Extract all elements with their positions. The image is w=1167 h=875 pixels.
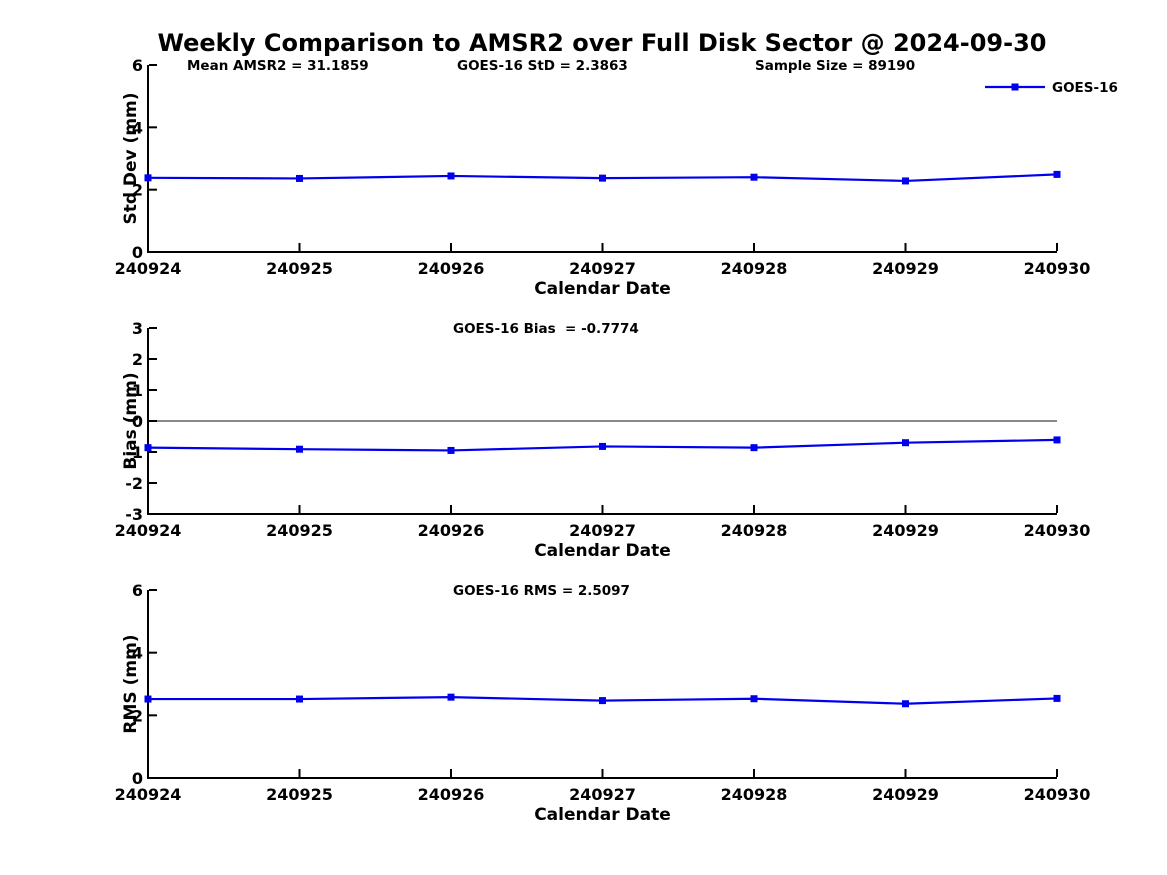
data-point-std-dev (144, 174, 152, 182)
y-tick-label-bias: -3 (125, 505, 143, 524)
x-tick-label-bias: 240928 (721, 521, 788, 540)
y-tick-label-bias: 0 (132, 412, 143, 431)
x-tick-label-std-dev: 240927 (569, 259, 636, 278)
data-point-rms (296, 695, 303, 703)
y-tick-label-bias: -2 (125, 474, 143, 493)
x-tick-label-std-dev: 240924 (115, 259, 182, 278)
x-axis-label-rms: Calendar Date (534, 805, 671, 825)
x-axis-label-std-dev: Calendar Date (534, 279, 671, 299)
data-point-bias (599, 442, 606, 450)
y-tick-label-std-dev: 0 (132, 243, 143, 262)
data-point-rms (144, 695, 152, 703)
x-axis-label-bias: Calendar Date (534, 541, 671, 561)
annotation-std-dev: Sample Size = 89190 (755, 58, 915, 74)
data-point-std-dev (296, 174, 303, 182)
x-tick-label-std-dev: 240929 (872, 259, 939, 278)
y-axis-label-bias: Bias (mm) (121, 372, 141, 469)
x-tick-label-std-dev: 240928 (721, 259, 788, 278)
x-tick-label-rms: 240926 (418, 785, 485, 804)
y-tick-label-rms: 4 (132, 644, 143, 663)
data-point-bias (296, 445, 303, 453)
y-tick-label-bias: 1 (132, 381, 143, 400)
x-tick-label-bias: 240930 (1024, 521, 1091, 540)
data-point-rms (902, 700, 909, 708)
x-tick-label-bias: 240929 (872, 521, 939, 540)
data-point-rms (599, 697, 606, 705)
chart-title: Weekly Comparison to AMSR2 over Full Dis… (158, 29, 1047, 57)
x-tick-label-rms: 240930 (1024, 785, 1091, 804)
y-tick-label-bias: -1 (125, 443, 143, 462)
x-tick-label-rms: 240929 (872, 785, 939, 804)
data-point-bias (902, 439, 909, 447)
x-tick-label-bias: 240924 (115, 521, 182, 540)
data-point-std-dev (902, 177, 909, 185)
data-point-std-dev (1053, 170, 1061, 178)
x-tick-label-bias: 240926 (418, 521, 485, 540)
y-axis-label-rms: RMS (mm) (121, 634, 141, 733)
x-tick-label-rms: 240924 (115, 785, 182, 804)
data-point-rms (447, 693, 455, 701)
y-tick-label-bias: 2 (132, 350, 143, 369)
y-tick-label-std-dev: 2 (132, 181, 143, 200)
data-point-std-dev (750, 173, 758, 181)
x-tick-label-rms: 240927 (569, 785, 636, 804)
x-tick-label-std-dev: 240925 (266, 259, 333, 278)
y-axis-label-std-dev: Std Dev (mm) (121, 92, 141, 224)
x-tick-label-rms: 240925 (266, 785, 333, 804)
annotation-std-dev: Mean AMSR2 = 31.1859 (187, 58, 369, 74)
data-point-bias (447, 446, 455, 454)
x-tick-label-bias: 240925 (266, 521, 333, 540)
legend-marker-icon (1011, 83, 1019, 91)
y-tick-label-rms: 6 (132, 581, 143, 600)
x-tick-label-std-dev: 240930 (1024, 259, 1091, 278)
data-point-std-dev (447, 172, 455, 180)
data-point-bias (144, 444, 152, 452)
annotation-bias: GOES-16 Bias = -0.7774 (453, 321, 639, 337)
data-point-rms (750, 695, 758, 703)
data-point-bias (750, 444, 758, 452)
x-tick-label-rms: 240928 (721, 785, 788, 804)
data-point-rms (1053, 694, 1061, 702)
data-point-bias (1053, 436, 1061, 444)
y-tick-label-bias: 3 (132, 319, 143, 338)
y-tick-label-std-dev: 6 (132, 56, 143, 75)
legend-label: GOES-16 (1052, 80, 1118, 96)
x-tick-label-std-dev: 240926 (418, 259, 485, 278)
y-tick-label-std-dev: 4 (132, 118, 143, 137)
x-tick-label-bias: 240927 (569, 521, 636, 540)
y-tick-label-rms: 0 (132, 769, 143, 788)
y-tick-label-rms: 2 (132, 706, 143, 725)
data-point-std-dev (599, 174, 606, 182)
annotation-rms: GOES-16 RMS = 2.5097 (453, 583, 630, 599)
annotation-std-dev: GOES-16 StD = 2.3863 (457, 58, 628, 74)
